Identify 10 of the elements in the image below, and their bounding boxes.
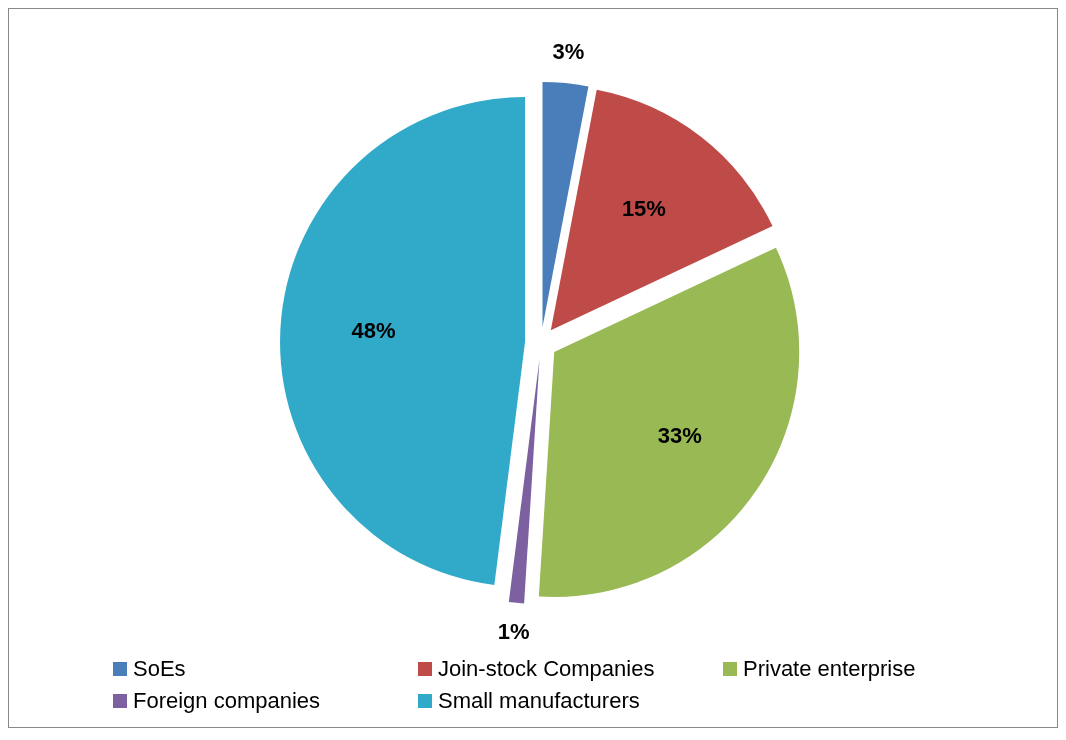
legend-label: Join-stock Companies xyxy=(438,655,655,681)
data-label: 48% xyxy=(351,318,396,344)
data-label: 33% xyxy=(657,423,702,449)
legend-label: Foreign companies xyxy=(133,687,321,713)
data-label: 15% xyxy=(621,196,666,222)
data-label: 3% xyxy=(552,39,585,65)
data-label: 1% xyxy=(497,618,530,644)
legend-label: Small manufacturers xyxy=(438,687,640,713)
legend-label: Private enterprise xyxy=(743,655,916,681)
legend-label: SoEs xyxy=(133,655,186,681)
